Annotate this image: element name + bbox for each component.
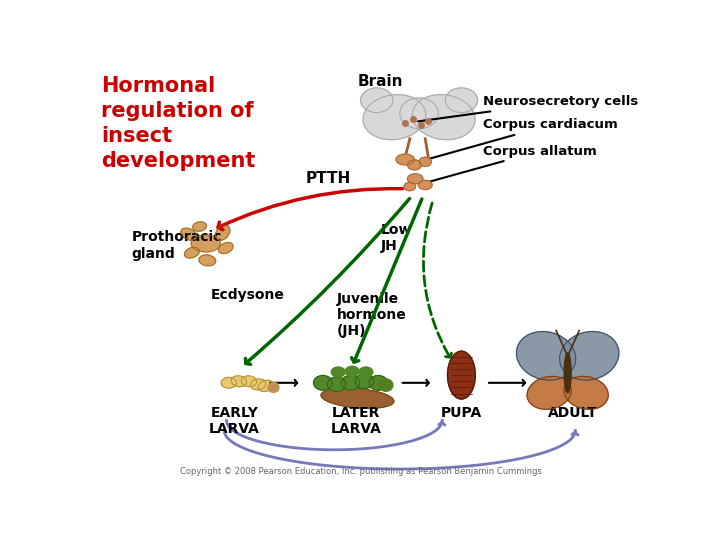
Text: PUPA: PUPA xyxy=(441,406,482,420)
Text: Copyright © 2008 Pearson Education, Inc. publishing as Pearson Benjamin Cummings: Copyright © 2008 Pearson Education, Inc.… xyxy=(180,467,542,476)
Ellipse shape xyxy=(181,228,197,240)
Text: PTTH: PTTH xyxy=(306,171,351,186)
Ellipse shape xyxy=(321,388,394,408)
Ellipse shape xyxy=(328,377,346,392)
Ellipse shape xyxy=(361,88,393,112)
Ellipse shape xyxy=(419,157,431,166)
Ellipse shape xyxy=(184,247,199,258)
Ellipse shape xyxy=(559,332,619,380)
Ellipse shape xyxy=(408,174,423,184)
Text: LATER
LARVA: LATER LARVA xyxy=(330,406,382,436)
Ellipse shape xyxy=(413,94,475,140)
Ellipse shape xyxy=(345,366,359,376)
Ellipse shape xyxy=(400,98,438,129)
Ellipse shape xyxy=(215,225,230,240)
Ellipse shape xyxy=(231,376,246,387)
Ellipse shape xyxy=(199,255,216,266)
Ellipse shape xyxy=(191,235,220,252)
Text: Corpus allatum: Corpus allatum xyxy=(423,145,597,184)
Ellipse shape xyxy=(369,375,387,390)
Text: Ecdysone: Ecdysone xyxy=(211,288,285,302)
Ellipse shape xyxy=(527,376,571,409)
Ellipse shape xyxy=(268,382,279,393)
Ellipse shape xyxy=(313,375,332,390)
Ellipse shape xyxy=(408,160,421,170)
Ellipse shape xyxy=(404,182,415,191)
Ellipse shape xyxy=(218,242,233,254)
Ellipse shape xyxy=(516,332,576,380)
Text: Low
JH: Low JH xyxy=(381,222,412,253)
Ellipse shape xyxy=(379,379,393,392)
Ellipse shape xyxy=(193,222,207,231)
Ellipse shape xyxy=(448,351,475,399)
Ellipse shape xyxy=(341,375,360,390)
Text: Neurosecretory cells: Neurosecretory cells xyxy=(418,95,638,122)
Ellipse shape xyxy=(251,379,266,390)
Ellipse shape xyxy=(445,88,477,112)
Ellipse shape xyxy=(258,380,274,392)
Text: EARLY
LARVA: EARLY LARVA xyxy=(209,406,260,436)
Text: ADULT: ADULT xyxy=(548,406,598,420)
Text: Brain: Brain xyxy=(357,74,403,89)
Ellipse shape xyxy=(331,367,345,377)
Ellipse shape xyxy=(564,353,571,393)
Ellipse shape xyxy=(355,374,374,389)
Ellipse shape xyxy=(418,180,432,190)
Ellipse shape xyxy=(363,94,426,140)
Ellipse shape xyxy=(359,367,373,377)
Ellipse shape xyxy=(241,376,256,387)
Ellipse shape xyxy=(396,154,415,165)
Text: Prothoracic
gland: Prothoracic gland xyxy=(132,231,222,261)
Ellipse shape xyxy=(221,377,237,388)
Text: Corpus cardiacum: Corpus cardiacum xyxy=(415,118,618,163)
Text: Juvenile
hormone
(JH): Juvenile hormone (JH) xyxy=(337,292,406,339)
Ellipse shape xyxy=(564,376,608,409)
Text: Hormonal
regulation of
insect
development: Hormonal regulation of insect developmen… xyxy=(101,76,256,171)
